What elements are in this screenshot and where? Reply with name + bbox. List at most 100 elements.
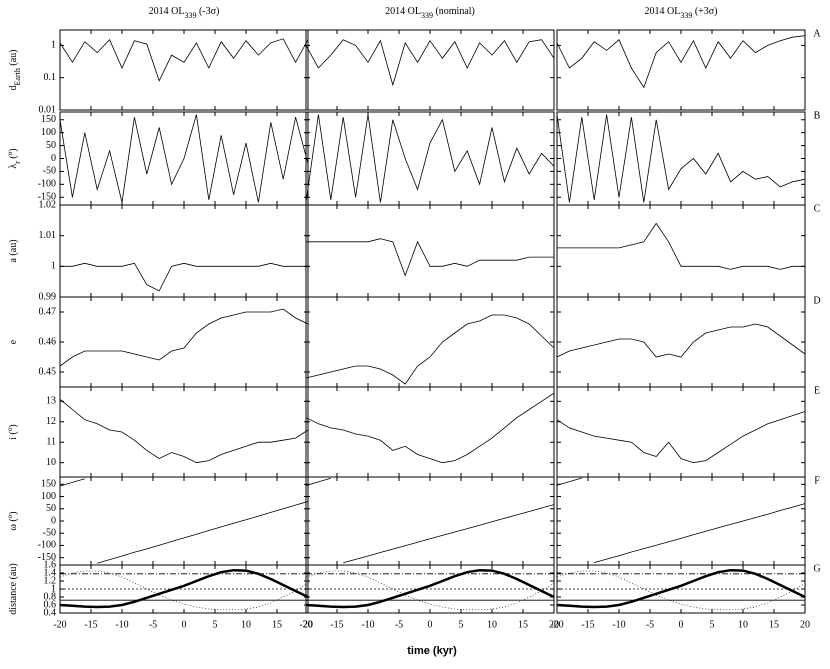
panel-frame xyxy=(556,476,806,566)
y-tick-label: 0.6 xyxy=(44,599,57,610)
y-tick-label: 1.4 xyxy=(44,567,57,578)
y-axis-label-part: d xyxy=(8,85,19,90)
x-tick-label: -10 xyxy=(612,619,625,630)
x-tick-label: 5 xyxy=(213,619,218,630)
data-line xyxy=(557,114,805,203)
column-title-part: (-3σ) xyxy=(196,6,219,17)
column-title: 2014 OL339 (+3σ) xyxy=(644,6,717,20)
y-tick-label: 0 xyxy=(51,515,56,526)
x-tick-label: 0 xyxy=(182,619,187,630)
y-tick-label: -100 xyxy=(38,179,56,190)
y-axis-label-part: ( xyxy=(8,155,19,162)
data-line xyxy=(60,570,308,611)
panel xyxy=(306,114,554,203)
x-tick-label: 15 xyxy=(769,619,779,630)
data-line xyxy=(60,38,308,82)
y-axis-label: λr (o) xyxy=(6,148,23,168)
panel xyxy=(60,114,308,203)
x-tick-label: 20 xyxy=(800,619,810,630)
data-line xyxy=(557,222,805,270)
panel-frame xyxy=(59,386,309,478)
data-line xyxy=(594,503,805,563)
x-tick-label: -5 xyxy=(395,619,403,630)
y-tick-label: 1.01 xyxy=(39,230,57,241)
panel xyxy=(557,114,805,203)
y-axis-label: a (au) xyxy=(8,239,19,262)
data-line xyxy=(60,478,85,487)
y-tick-label: -100 xyxy=(38,540,56,551)
column-title-part: 2014 OL xyxy=(644,6,680,17)
y-tick-label: 13 xyxy=(46,396,56,407)
panel-frame xyxy=(59,204,309,298)
y-tick-label: 1.2 xyxy=(44,575,57,586)
panel-letter: D xyxy=(813,295,820,306)
panel xyxy=(60,398,308,464)
y-axis-label-part: o xyxy=(6,151,14,155)
panel-frame xyxy=(556,386,806,478)
y-tick-label: 12 xyxy=(46,416,56,427)
x-tick-label: 5 xyxy=(710,619,715,630)
data-line xyxy=(557,477,582,486)
panel xyxy=(60,568,308,611)
y-tick-label: 0.8 xyxy=(44,591,57,602)
y-tick-label: 150 xyxy=(41,114,56,125)
y-axis-label: ω (o) xyxy=(6,511,20,530)
x-tick-label: 20 xyxy=(549,619,559,630)
x-tick-label: -5 xyxy=(646,619,654,630)
data-line xyxy=(60,262,308,292)
y-tick-label: -150 xyxy=(38,552,56,563)
y-tick-label: 10 xyxy=(46,457,56,468)
y-tick-label: -50 xyxy=(43,528,56,539)
x-tick-label: -5 xyxy=(149,619,157,630)
data-line xyxy=(306,238,554,277)
y-tick-label: 1.6 xyxy=(44,559,57,570)
panel xyxy=(306,314,554,385)
y-axis-label-part: i ( xyxy=(8,430,19,439)
y-tick-label: 1 xyxy=(51,40,56,51)
panel-letter: G xyxy=(813,563,820,574)
panel xyxy=(60,262,308,292)
panel xyxy=(60,38,308,82)
x-tick-label: -20 xyxy=(53,619,66,630)
panel-frame xyxy=(305,296,555,388)
data-line xyxy=(306,392,554,464)
y-tick-label: 0 xyxy=(51,153,56,164)
x-tick-label: -20 xyxy=(299,619,312,630)
y-axis-label-part: ) xyxy=(8,148,19,151)
y-axis-label-part: ) xyxy=(8,511,19,514)
panel-frame xyxy=(556,111,806,206)
panel xyxy=(60,308,308,367)
panel xyxy=(306,238,554,277)
data-line xyxy=(306,477,331,486)
panel xyxy=(557,35,805,89)
panel-letter: C xyxy=(814,203,821,214)
x-tick-label: 10 xyxy=(487,619,497,630)
y-axis-label-part: Earth xyxy=(13,68,22,85)
panel-frame xyxy=(305,476,555,566)
column-title-part: 2014 OL xyxy=(149,6,185,17)
column-title-part: 339 xyxy=(421,11,433,20)
panel-frame xyxy=(305,386,555,478)
y-tick-label: 11 xyxy=(46,437,56,448)
y-axis-label-part: e xyxy=(8,339,19,344)
x-tick-label: 5 xyxy=(459,619,464,630)
panel-frame xyxy=(59,296,309,388)
y-axis-label: e xyxy=(8,339,19,344)
data-line xyxy=(306,39,554,87)
x-tick-label: -10 xyxy=(361,619,374,630)
y-tick-label: 0.4 xyxy=(44,607,57,618)
panel-letter: B xyxy=(814,110,821,121)
panel-frame xyxy=(59,476,309,566)
x-tick-label: 15 xyxy=(518,619,528,630)
x-tick-label: 0 xyxy=(428,619,433,630)
x-tick-label: 20 xyxy=(303,619,313,630)
x-tick-label: -15 xyxy=(330,619,343,630)
panel-letter: F xyxy=(814,475,820,486)
y-tick-label: 1 xyxy=(51,261,56,272)
column-title-part: 2014 OL xyxy=(385,6,421,17)
x-tick-label: -15 xyxy=(581,619,594,630)
x-tick-label: 10 xyxy=(738,619,748,630)
y-axis-label-part: r xyxy=(13,161,22,164)
x-tick-label: -20 xyxy=(550,619,563,630)
panel xyxy=(306,477,554,564)
